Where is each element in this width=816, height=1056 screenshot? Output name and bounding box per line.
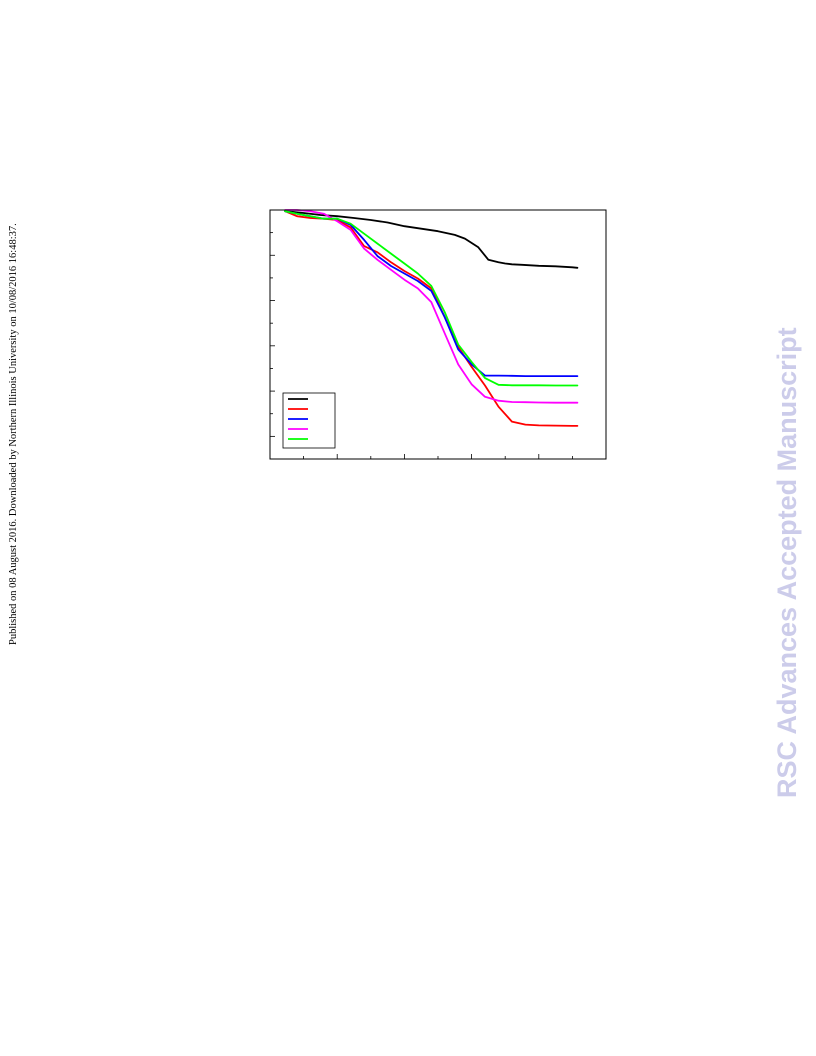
chart-legend xyxy=(282,392,336,449)
series-line-1 xyxy=(284,210,579,269)
chart-series xyxy=(284,209,579,427)
chart-x-ticks xyxy=(269,454,607,459)
series-line-5 xyxy=(284,210,579,387)
plot-frame xyxy=(269,209,607,460)
chart-y-ticks xyxy=(270,209,275,460)
series-line-4 xyxy=(284,209,579,404)
series-line-3 xyxy=(284,210,579,378)
